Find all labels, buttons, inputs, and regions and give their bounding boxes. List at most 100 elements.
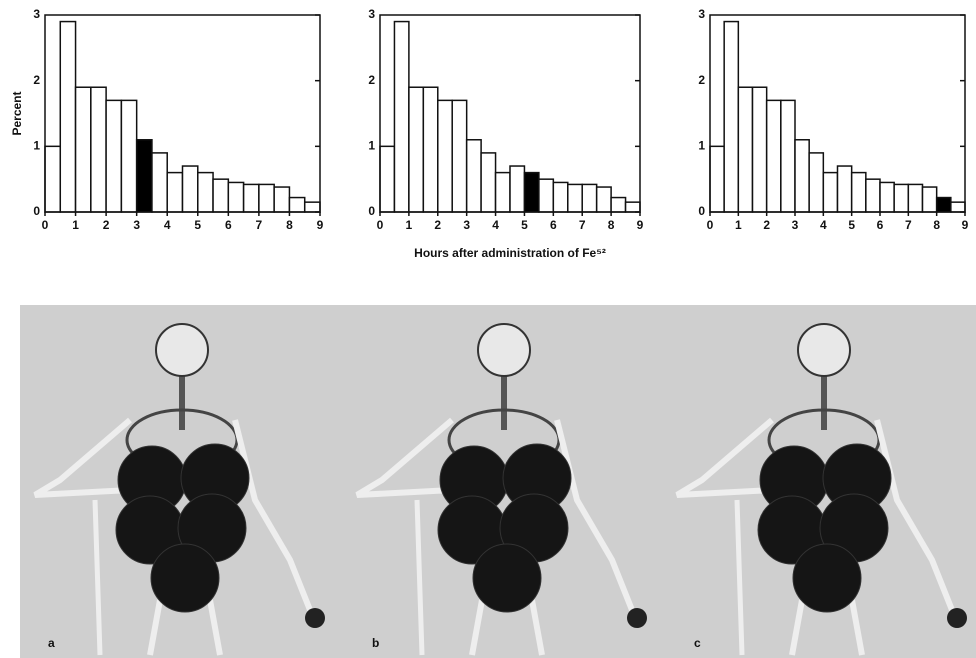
skull: [797, 323, 851, 377]
y-tick-label: 3: [33, 7, 40, 21]
x-tick-label: 3: [133, 218, 140, 232]
x-axis-label: Hours after administration of Fe⁵²: [414, 246, 606, 260]
bar: [538, 178, 555, 213]
bar: [808, 152, 825, 213]
x-tick-label: 0: [707, 218, 714, 232]
arm: [232, 419, 313, 612]
bar: [737, 86, 754, 213]
x-tick-label: 9: [637, 218, 644, 232]
x-tick-label: 1: [735, 218, 742, 232]
x-tick-label: 4: [164, 218, 171, 232]
bar: [273, 186, 291, 213]
skeleton-illustration: [33, 323, 325, 656]
x-tick-label: 6: [550, 218, 557, 232]
bar: [709, 145, 725, 213]
bar: [258, 183, 275, 213]
bar: [451, 99, 468, 213]
arm: [874, 419, 955, 612]
bar: [242, 183, 260, 213]
x-tick-label: 7: [256, 218, 263, 232]
bar: [865, 178, 881, 213]
plot-frame: [379, 14, 641, 213]
bar: [907, 183, 924, 213]
skeleton-illustration: [675, 323, 967, 656]
x-tick-label: 6: [877, 218, 884, 232]
hand: [627, 608, 647, 628]
plot-frame: [709, 14, 966, 213]
bar: [74, 86, 92, 213]
bar: [288, 196, 306, 213]
bar: [794, 139, 810, 213]
bar: [509, 165, 526, 213]
cane: [734, 499, 745, 656]
bar: [581, 183, 598, 213]
leg: [469, 599, 485, 656]
bar: [151, 152, 168, 213]
bar: [437, 99, 453, 213]
x-tick-label: 3: [792, 218, 799, 232]
bar: [935, 196, 952, 213]
y-tick-label: 0: [33, 204, 40, 218]
y-tick-label: 2: [33, 73, 40, 87]
bar: [950, 201, 966, 213]
x-tick-label: 2: [763, 218, 770, 232]
x-tick-label: 6: [225, 218, 232, 232]
bar: [465, 139, 482, 213]
bar: [822, 171, 839, 213]
x-tick-label: 4: [492, 218, 499, 232]
panel-label: c: [694, 636, 701, 650]
bar: [227, 181, 245, 213]
x-tick-label: 3: [463, 218, 470, 232]
x-tick-label: 2: [103, 218, 110, 232]
hand: [947, 608, 967, 628]
bar: [480, 152, 497, 213]
bar: [105, 99, 123, 213]
hand: [305, 608, 325, 628]
bar: [494, 171, 511, 213]
leg: [789, 599, 805, 656]
leg: [147, 599, 163, 656]
bar: [212, 178, 230, 213]
bar: [780, 99, 796, 213]
arm: [554, 419, 635, 612]
y-tick-label: 1: [368, 139, 375, 153]
x-tick-label: 5: [848, 218, 855, 232]
bar: [90, 86, 107, 213]
x-tick-label: 1: [72, 218, 79, 232]
y-tick-label: 2: [368, 73, 375, 87]
skull: [155, 323, 209, 377]
skeleton-illustration: [355, 323, 647, 656]
x-tick-label: 8: [608, 218, 615, 232]
bar: [135, 139, 153, 213]
leg: [529, 599, 545, 656]
cane: [414, 499, 425, 656]
y-tick-label: 0: [368, 204, 375, 218]
bar: [44, 145, 62, 213]
bar: [197, 171, 214, 213]
x-tick-label: 9: [962, 218, 969, 232]
x-tick-label: 5: [194, 218, 201, 232]
plot-frame: [44, 14, 321, 213]
panel-label: b: [372, 636, 379, 650]
leg: [849, 599, 865, 656]
y-tick-label: 1: [33, 139, 40, 153]
bar: [166, 171, 184, 213]
y-tick-label: 3: [368, 7, 375, 21]
ball: [472, 543, 542, 613]
x-tick-label: 7: [905, 218, 912, 232]
y-tick-label: 0: [698, 204, 705, 218]
bar: [422, 86, 439, 213]
bar: [567, 183, 583, 213]
x-tick-label: 4: [820, 218, 827, 232]
bar: [751, 86, 768, 213]
bar: [59, 20, 77, 213]
bar: [552, 181, 569, 213]
bar: [393, 20, 410, 213]
y-tick-label: 3: [698, 7, 705, 21]
panel-label: a: [48, 636, 55, 650]
x-tick-label: 5: [521, 218, 528, 232]
bar: [523, 171, 540, 213]
bar: [379, 145, 396, 213]
bar: [879, 181, 895, 213]
